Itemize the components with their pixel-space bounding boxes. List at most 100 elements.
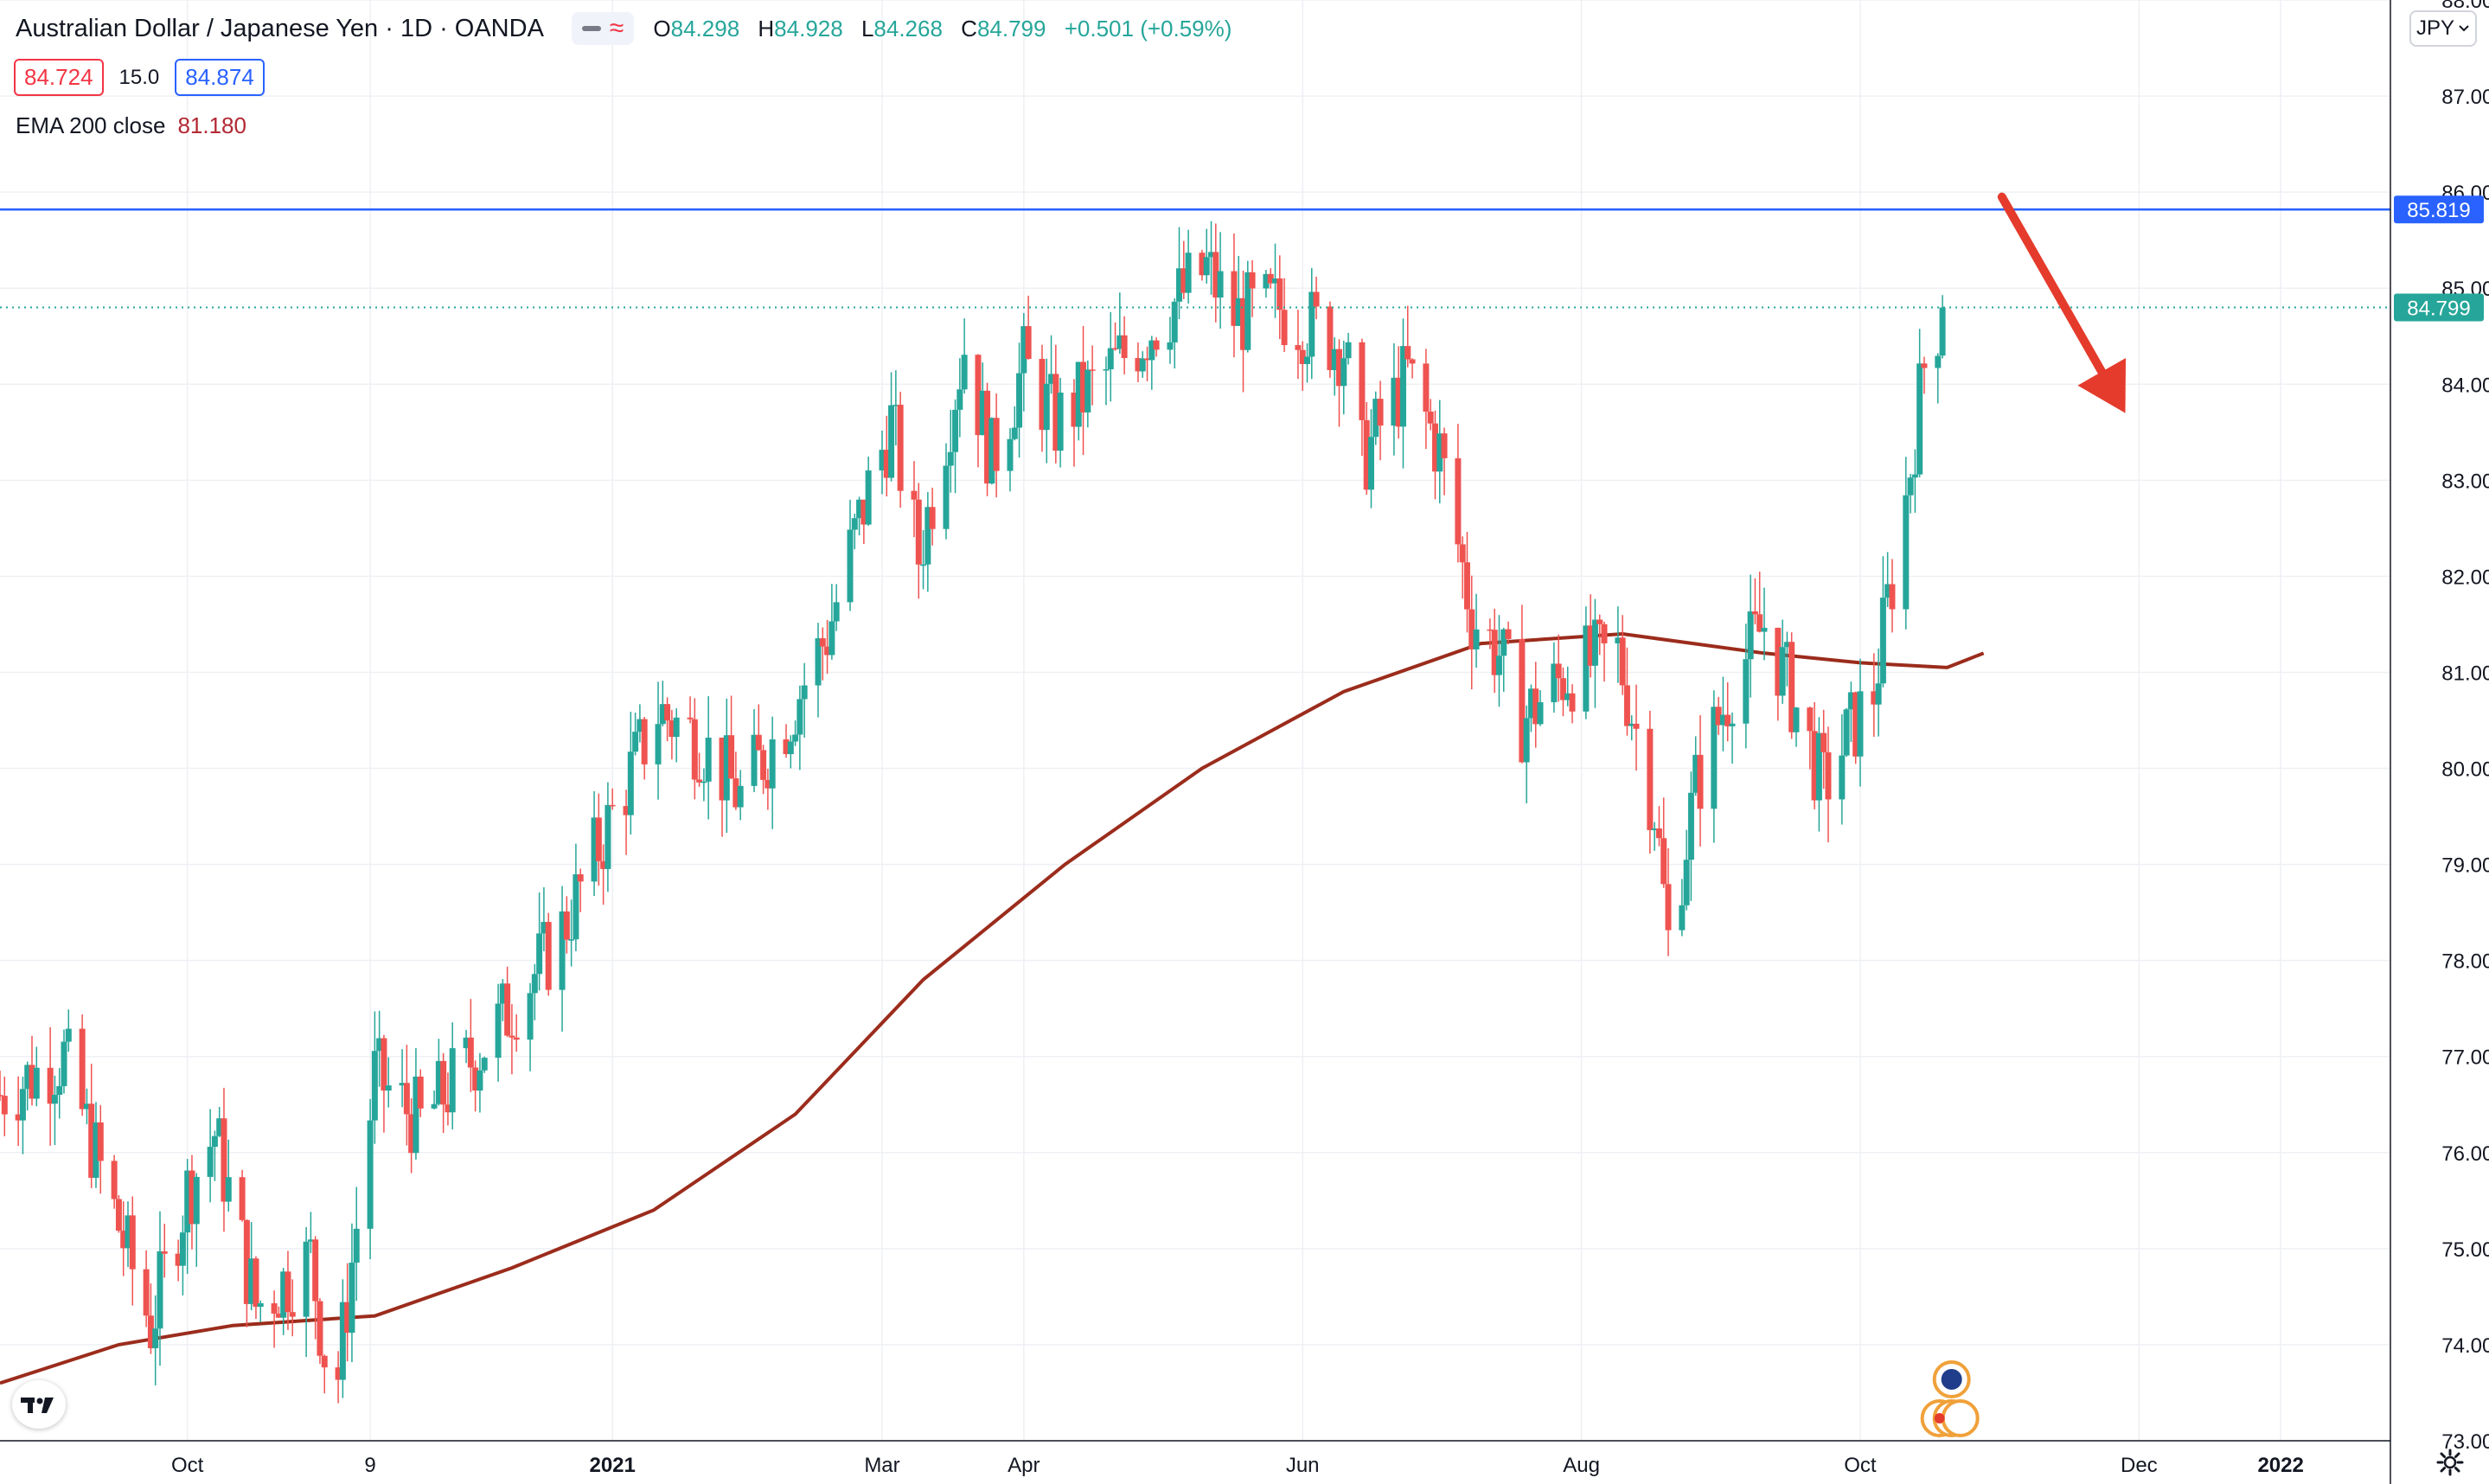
y-tick-label: 74.000 [2441, 1334, 2489, 1358]
candle-body [1879, 598, 1886, 684]
candle [243, 1219, 250, 1327]
candle [847, 499, 854, 611]
candle-body [1889, 584, 1896, 610]
candle-body [627, 752, 634, 816]
candle-body [93, 1122, 99, 1178]
candle [93, 1102, 99, 1188]
candle [897, 391, 904, 508]
symbol-title[interactable]: Australian Dollar / Japanese Yen · 1D · … [16, 14, 544, 42]
candle-body [801, 685, 808, 700]
candle-body [1473, 629, 1480, 649]
candle [792, 720, 799, 746]
candle-body [1495, 656, 1502, 675]
candle [1601, 621, 1608, 682]
candle [856, 496, 863, 536]
compare-icon[interactable]: ≈ [609, 14, 624, 42]
candle-body [1025, 326, 1032, 360]
candle-body [248, 1258, 255, 1304]
candle-body [408, 1114, 415, 1154]
candle-body [193, 1176, 200, 1225]
candle-body [1907, 477, 1914, 496]
candle-body [1847, 692, 1854, 710]
candle [1729, 712, 1736, 764]
candle [189, 1155, 195, 1250]
candle-body [175, 1253, 182, 1266]
candle-body [1455, 457, 1462, 545]
candle [1743, 624, 1750, 749]
candle-body [691, 719, 698, 780]
candle [1495, 615, 1502, 707]
candle-body [1623, 685, 1630, 726]
candle [207, 1109, 214, 1203]
candle [1793, 707, 1800, 747]
candle [1391, 343, 1398, 456]
tradingview-logo-icon[interactable] [12, 1380, 66, 1429]
candle-body [897, 405, 904, 491]
price-label-text: 84.799 [2407, 297, 2470, 321]
candle-body [1487, 629, 1494, 631]
candle-body [1149, 340, 1155, 361]
candle-body [431, 1103, 438, 1109]
candle [1176, 227, 1183, 319]
candle [1057, 377, 1064, 468]
candle [879, 430, 886, 495]
candle-body [1103, 369, 1110, 371]
candle [1149, 336, 1155, 390]
y-tick-label: 79.000 [2441, 854, 2489, 878]
candle-body [1295, 345, 1302, 350]
candle-body [632, 732, 639, 752]
candle-body [1057, 392, 1064, 451]
indicator-legend[interactable]: EMA 200 close 81.180 [16, 112, 246, 139]
candle [1719, 676, 1726, 752]
buy-price-button[interactable]: 84.874 [175, 59, 265, 96]
currency-button[interactable]: JPY [2409, 10, 2477, 47]
sell-price-button[interactable]: 84.724 [14, 59, 104, 96]
candle-body [1815, 732, 1822, 801]
candle-body [1075, 361, 1082, 427]
candle-body [1053, 374, 1059, 451]
candle [403, 1045, 410, 1146]
candle [1724, 681, 1731, 742]
candle-body [1144, 358, 1151, 361]
candle-body [1335, 349, 1342, 387]
candle-body [1359, 342, 1366, 420]
candle [1519, 604, 1526, 764]
candle-body [1281, 310, 1288, 346]
y-tick-label: 83.000 [2441, 470, 2489, 493]
candle [1021, 312, 1027, 412]
candle [1377, 381, 1384, 461]
candle [317, 1298, 323, 1365]
candle-body [1267, 273, 1274, 284]
candle-body [449, 1048, 456, 1113]
candle [760, 745, 767, 795]
candle-body [1043, 383, 1050, 431]
candle [1427, 399, 1434, 431]
candle [19, 1076, 26, 1155]
hide-icon[interactable] [581, 26, 601, 31]
candle [463, 1029, 470, 1064]
candle-body [211, 1135, 218, 1148]
x-tick-label: 9 [364, 1454, 375, 1477]
gear-icon[interactable] [2435, 1448, 2465, 1477]
legend-controls[interactable]: ≈ [571, 12, 635, 45]
japan-flag-dot [1934, 1413, 1945, 1423]
candle-body [787, 741, 794, 755]
candle [993, 393, 1000, 498]
candle [783, 724, 790, 758]
candle-body [1761, 627, 1768, 632]
y-tick-label: 81.000 [2441, 662, 2489, 685]
candle [111, 1155, 118, 1209]
candle [696, 752, 703, 787]
candle-body [349, 1263, 355, 1334]
resistance-price-label: 85.819 [2394, 195, 2484, 224]
candle-body [481, 1058, 488, 1071]
candle [1395, 346, 1402, 439]
chart-grid [0, 0, 2390, 1442]
candle-body [851, 518, 858, 530]
candle-body [1231, 271, 1238, 326]
x-tick-label: Jun [1286, 1454, 1320, 1477]
candle [787, 735, 794, 769]
candle [1372, 391, 1379, 445]
candle [481, 1056, 488, 1073]
